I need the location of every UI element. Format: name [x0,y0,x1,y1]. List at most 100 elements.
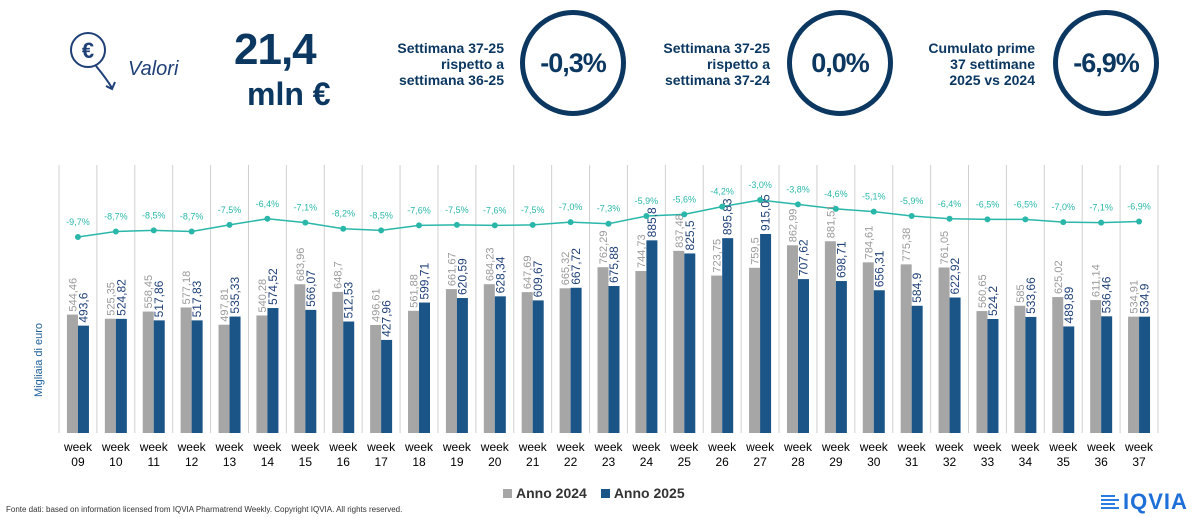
value-label-2025: 825,5 [683,220,697,250]
bar-2024 [521,292,533,433]
legend-label-2024: Anno 2024 [516,485,587,501]
bar-2024 [256,315,268,433]
variation-label: -7,0% [1052,202,1076,212]
value-label-2025: 599,71 [418,263,432,300]
value-label-2024: 560,65 [977,274,989,308]
bar-2025 [153,320,165,433]
value-label-2024: 784,61 [863,226,875,260]
x-tick-label: week 26 [707,440,737,469]
value-label-2025: 915,05 [759,194,773,231]
variation-marker [453,221,460,228]
stat-3-line2: 37 settimane [950,56,1035,72]
variation-marker [946,215,953,222]
bar-2025 [1025,316,1037,433]
variation-label: -5,9% [635,196,659,206]
value-label-2025: 609,67 [531,260,545,297]
variation-label: -5,6% [673,194,697,204]
x-tick-label: week 22 [556,440,586,469]
variation-marker [264,215,271,222]
kpi-value: 21,4 [234,25,317,74]
bar-2025 [77,325,89,433]
x-tick-label: week 33 [972,440,1002,469]
value-label-2025: 512,53 [342,281,356,318]
bar-2025 [191,320,203,433]
variation-label: -8,7% [104,211,128,221]
variation-marker [1022,216,1029,223]
value-label-2025: 517,86 [152,280,166,317]
variation-label: -6,5% [976,199,1000,209]
variation-label: -8,2% [331,209,355,219]
x-tick-label: week 11 [139,440,169,469]
bar-2024 [142,311,154,433]
value-label-2024: 611,14 [1091,264,1103,297]
legend-swatch-2024 [503,488,512,498]
value-label-2025: 536,46 [1100,276,1114,313]
x-tick-label: week 37 [1124,440,1154,469]
bar-2024 [559,288,571,433]
variation-label: -6,9% [1127,202,1151,212]
variation-label: -6,4% [256,199,280,209]
value-label-2024: 661,67 [446,252,458,286]
variation-label: -4,6% [824,189,848,199]
bar-2025 [305,309,317,433]
x-tick-label: week 35 [1048,440,1078,469]
variation-marker [378,227,385,234]
bar-2024 [408,310,420,433]
bar-2025 [722,238,734,433]
variation-label: -8,5% [369,210,393,220]
value-label-2024: 544,46 [67,278,79,312]
value-label-2024: 761,05 [939,231,951,265]
variation-label: -7,1% [294,203,318,213]
stat-1-line1: Settimana 37-25 [397,40,504,56]
value-label-2025: 566,07 [304,270,318,307]
kpi-unit: mln € [247,76,331,112]
x-tick-label: week 21 [518,440,548,469]
value-label-2025: 698,71 [834,241,848,278]
variation-label: -7,0% [559,202,583,212]
value-label-2024: 585 [1015,284,1027,302]
variation-label: -6,4% [938,199,962,209]
logo-bars-icon [1101,495,1119,509]
value-label-2025: 584,9 [910,272,924,302]
value-label-2024: 577,18 [181,271,193,305]
stat-3-line1: Cumulato prime [928,40,1035,56]
value-label-2024: 534,91 [1129,280,1141,314]
value-label-2024: 775,38 [901,228,913,262]
variation-label: -4,2% [710,187,734,197]
value-label-2024: 648,7 [333,261,345,289]
variation-marker [1136,218,1143,225]
stat-2-line3: settimana 37-24 [664,72,770,88]
bar-2025 [760,233,772,433]
variation-label: -3,8% [786,184,810,194]
bar-2025 [267,308,279,433]
variation-marker [340,225,347,232]
iqvia-logo: IQVIA [1101,489,1188,515]
variation-marker [908,213,915,220]
bar-2025 [608,285,620,433]
value-label-2024: 762,29 [598,231,610,265]
x-tick-label: week 31 [897,440,927,469]
value-label-2025: 622,92 [948,257,962,294]
x-tick-label: week 09 [63,440,93,469]
variation-marker [719,203,726,210]
legend-swatch-2025 [600,488,610,498]
value-label-2025: 885,8 [645,207,659,237]
x-tick-label: week 36 [1086,440,1116,469]
value-label-2025: 493,6 [76,292,90,322]
bar-2025 [419,302,431,433]
variation-marker [757,197,764,203]
x-tick-label: week 10 [101,440,131,469]
bar-2025 [911,305,923,433]
x-tick-label: week 28 [783,440,813,469]
x-tick-label: week 20 [480,440,510,469]
variation-label: -7,6% [483,205,507,215]
logo-text: IQVIA [1123,489,1188,514]
bar-2024 [786,245,798,433]
bar-2025 [494,296,506,433]
value-label-2025: 656,31 [872,250,886,287]
value-label-2025: 628,34 [493,256,507,293]
bar-2024 [976,311,988,433]
euro-down-arrow-icon: € [70,32,116,91]
value-label-2025: 517,83 [190,280,204,317]
value-label-2025: 535,33 [228,277,242,314]
